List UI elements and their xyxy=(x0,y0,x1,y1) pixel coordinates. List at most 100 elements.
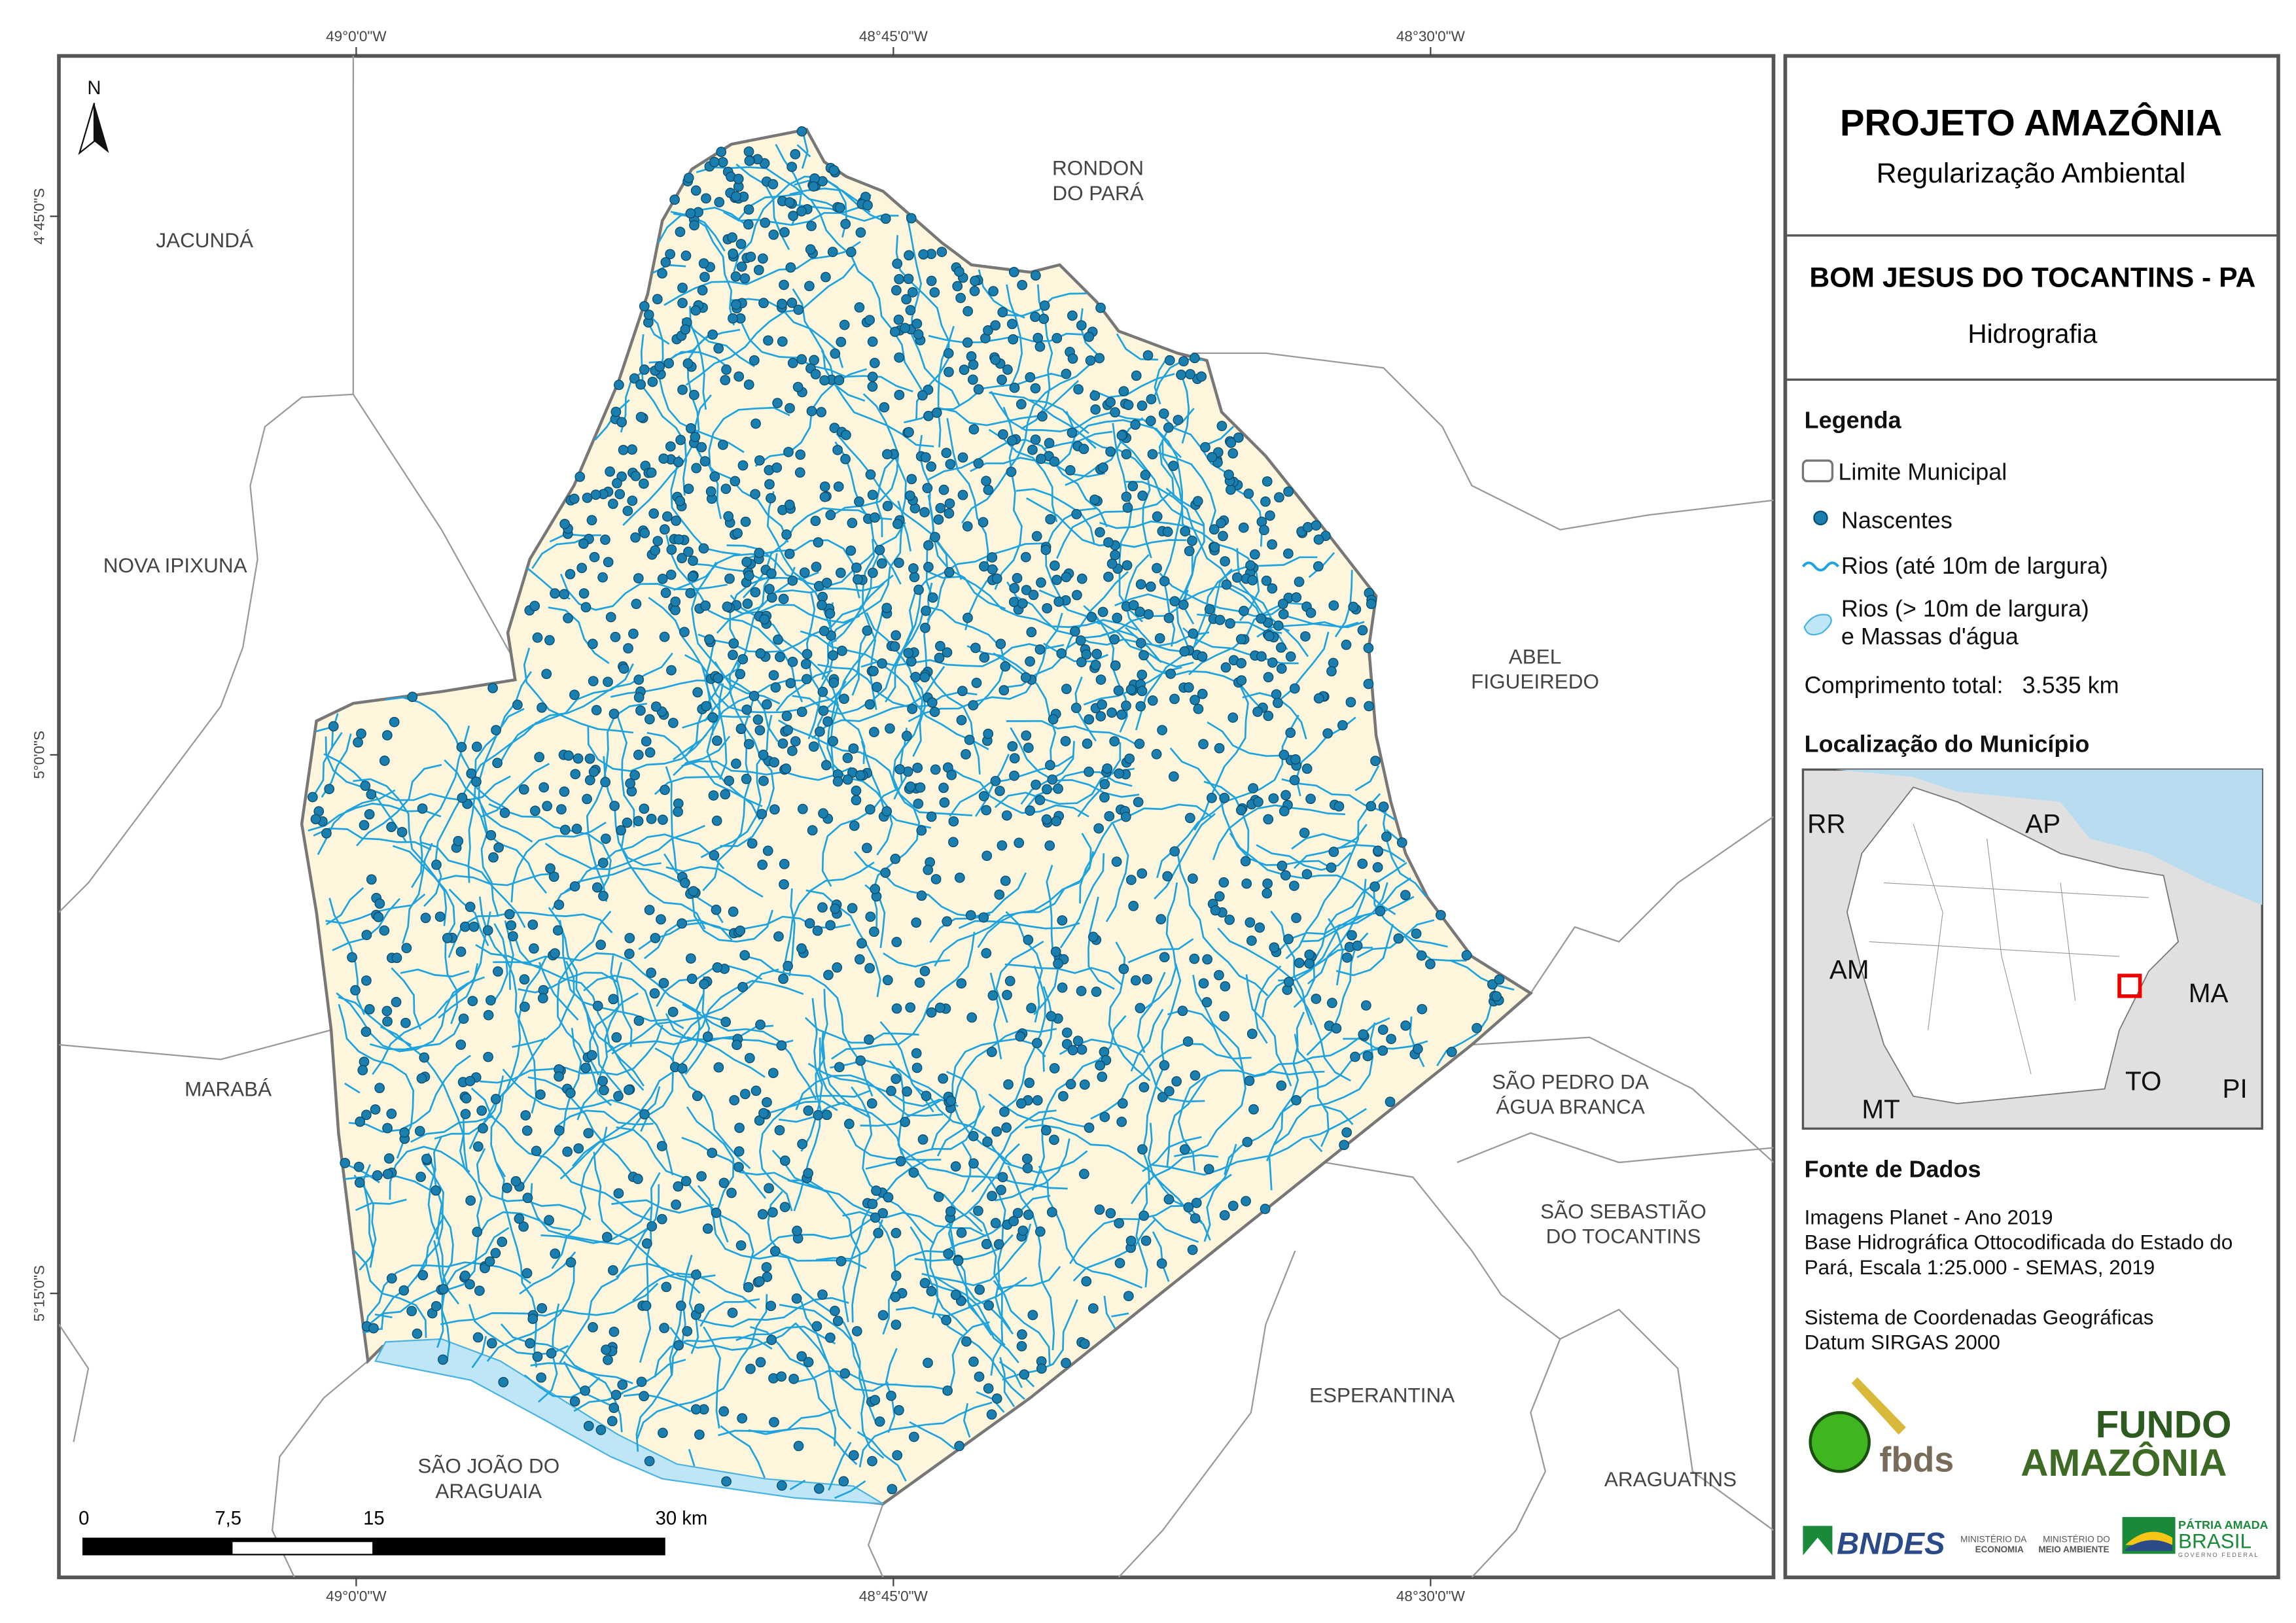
spring-point xyxy=(1137,490,1148,501)
spring-point xyxy=(1036,453,1046,464)
spring-point xyxy=(794,467,805,478)
river-segment xyxy=(696,166,843,212)
spring-point xyxy=(639,803,650,814)
governo-text: GOVERNO FEDERAL xyxy=(2178,1552,2259,1558)
spring-point xyxy=(673,457,684,468)
spring-point xyxy=(697,285,708,296)
spring-point xyxy=(661,1282,672,1293)
spring-point xyxy=(968,359,979,370)
spring-point xyxy=(881,602,892,614)
source-line-2: Base Hidrográfica Ottocodificada do Esta… xyxy=(1805,1230,2233,1254)
river-segment xyxy=(1103,1295,1116,1329)
spring-point xyxy=(1163,422,1174,433)
spring-point xyxy=(1038,313,1050,324)
spring-point xyxy=(1085,355,1096,366)
spring-point xyxy=(656,1141,667,1151)
spring-point xyxy=(804,281,815,292)
spring-point xyxy=(919,672,930,683)
river-segment xyxy=(1105,823,1129,922)
spring-point xyxy=(685,208,696,219)
spring-point xyxy=(1023,1210,1034,1220)
spring-point xyxy=(665,569,677,580)
spring-point xyxy=(991,1126,1002,1137)
spring-point xyxy=(816,407,827,417)
river-segment xyxy=(670,211,726,252)
spring-point xyxy=(1118,964,1129,975)
spring-point xyxy=(627,444,637,455)
spring-point xyxy=(877,1310,889,1321)
spring-point xyxy=(1041,814,1052,825)
spring-point xyxy=(1084,331,1095,342)
spring-point xyxy=(694,1429,705,1440)
spring-point xyxy=(1291,913,1301,923)
spring-point xyxy=(854,496,864,507)
spring-point xyxy=(1102,763,1113,774)
spring-point xyxy=(1364,701,1374,712)
spring-point xyxy=(862,843,872,854)
spring-point xyxy=(891,1073,902,1085)
spring-point xyxy=(825,510,836,521)
spring-point xyxy=(882,975,893,986)
spring-point xyxy=(528,943,539,954)
spring-point xyxy=(1036,577,1046,588)
label-rondon: RONDON xyxy=(1052,156,1144,180)
spring-point xyxy=(764,584,775,595)
spring-point xyxy=(716,147,727,158)
spring-point xyxy=(1095,674,1106,685)
spring-point xyxy=(690,432,701,442)
river-segment xyxy=(1159,572,1287,618)
river-segment xyxy=(502,1068,674,1176)
spring-point xyxy=(787,358,798,368)
spring-point xyxy=(1075,635,1086,646)
spring-point xyxy=(478,1123,488,1134)
spring-point xyxy=(1241,1196,1251,1206)
spring-point xyxy=(933,514,944,525)
spring-point xyxy=(770,682,781,693)
spring-point xyxy=(1291,592,1302,603)
spring-point xyxy=(565,1087,576,1098)
spring-point xyxy=(922,483,933,493)
spring-point xyxy=(1246,1028,1258,1039)
spring-point xyxy=(1322,728,1333,739)
spring-point xyxy=(821,578,832,588)
spring-point xyxy=(613,379,624,391)
spring-point xyxy=(1031,779,1041,790)
river-segment xyxy=(1278,877,1411,982)
spring-point xyxy=(1046,1011,1057,1022)
spring-point xyxy=(1113,685,1124,696)
river-segment xyxy=(1180,374,1190,444)
spring-point xyxy=(994,889,1005,900)
river-segment xyxy=(1450,960,1515,991)
lat-1: 5°0'0"S xyxy=(31,731,48,779)
spring-point xyxy=(699,979,709,990)
spring-point xyxy=(735,239,747,249)
spring-point xyxy=(1277,599,1288,609)
spring-point xyxy=(839,693,849,705)
spring-point xyxy=(518,1221,529,1232)
spring-point xyxy=(1245,560,1256,571)
spring-point xyxy=(758,298,769,309)
spring-point xyxy=(1032,1038,1042,1049)
spring-point xyxy=(1236,657,1246,669)
spring-point xyxy=(732,1039,742,1051)
spring-point xyxy=(768,1207,778,1218)
river-segment xyxy=(438,873,559,886)
spring-point xyxy=(1049,456,1060,467)
spring-point xyxy=(993,1239,1004,1249)
spring-point xyxy=(696,442,707,453)
spring-point xyxy=(532,1352,543,1362)
spring-point xyxy=(1267,583,1278,594)
spring-point xyxy=(1178,599,1189,610)
spring-point xyxy=(819,375,830,386)
spring-point xyxy=(783,447,794,457)
spring-point xyxy=(399,1127,410,1138)
spring-point xyxy=(851,562,862,573)
spring-point xyxy=(381,1005,393,1017)
spring-point xyxy=(1494,974,1505,985)
spring-point xyxy=(690,185,701,196)
spring-point xyxy=(1110,550,1120,561)
river-segment xyxy=(419,841,526,928)
spring-point xyxy=(457,792,468,803)
spring-point xyxy=(1265,510,1275,521)
spring-point xyxy=(870,884,881,894)
